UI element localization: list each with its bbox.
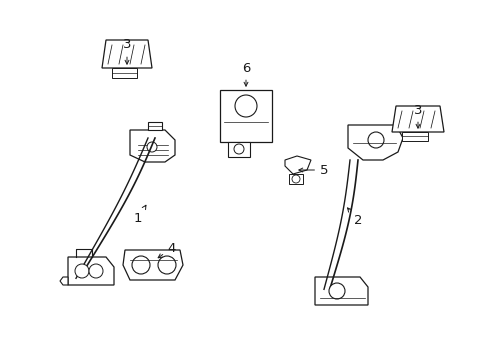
Polygon shape (227, 142, 249, 157)
Text: 6: 6 (242, 62, 250, 86)
Polygon shape (285, 156, 310, 174)
Polygon shape (130, 130, 175, 162)
Polygon shape (112, 68, 137, 78)
Circle shape (234, 144, 244, 154)
Circle shape (291, 175, 299, 183)
Text: 3: 3 (122, 39, 131, 64)
Text: 1: 1 (134, 205, 145, 225)
Circle shape (367, 132, 383, 148)
Polygon shape (401, 132, 427, 141)
Polygon shape (288, 174, 303, 184)
Polygon shape (347, 125, 402, 160)
Text: 5: 5 (298, 163, 328, 176)
Polygon shape (60, 277, 68, 285)
Polygon shape (68, 257, 114, 285)
Polygon shape (102, 40, 152, 68)
Circle shape (89, 264, 103, 278)
Circle shape (75, 264, 89, 278)
Polygon shape (123, 250, 183, 280)
Text: 2: 2 (347, 208, 362, 226)
Text: 4: 4 (158, 242, 176, 258)
Polygon shape (314, 277, 367, 305)
Circle shape (158, 256, 176, 274)
Polygon shape (391, 106, 443, 132)
Polygon shape (148, 122, 162, 130)
Circle shape (132, 256, 150, 274)
Polygon shape (220, 90, 271, 142)
Circle shape (328, 283, 345, 299)
Circle shape (147, 142, 157, 152)
Text: 3: 3 (413, 104, 421, 128)
Circle shape (235, 95, 257, 117)
